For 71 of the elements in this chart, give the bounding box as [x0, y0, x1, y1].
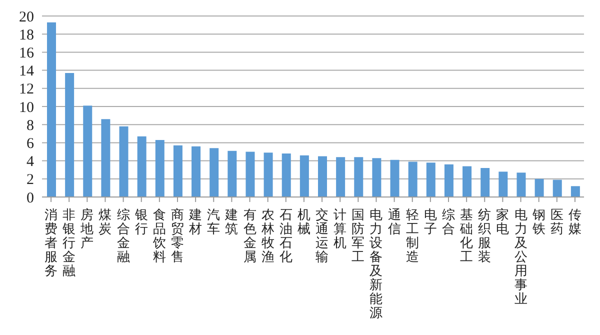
bar: [462, 166, 472, 197]
bar: [534, 178, 544, 197]
x-tick-label: 交通运输: [316, 207, 329, 265]
x-tick-label: 医药: [550, 208, 564, 237]
bar: [390, 160, 400, 197]
x-tick-label: 计算机: [334, 208, 347, 251]
x-tick-label: 基础化工: [459, 208, 474, 265]
x-tick-label: 非银行金融: [62, 208, 76, 279]
bar: [192, 146, 201, 197]
x-tick-label: 电力及公用事业: [514, 208, 528, 307]
bar: [408, 162, 418, 197]
x-tick-label: 建筑: [224, 208, 238, 237]
y-tick-label: 8: [26, 118, 34, 134]
y-tick-label: 20: [19, 9, 34, 26]
x-tick-label: 钢铁: [531, 208, 546, 237]
x-tick-label: 机械: [297, 208, 310, 237]
bar: [155, 140, 164, 197]
bar: [300, 155, 309, 197]
x-tick-label: 通信: [388, 208, 401, 237]
x-tick-label: 农林牧渔: [260, 208, 274, 265]
bar: [246, 152, 255, 197]
y-tick-label: 6: [26, 136, 34, 152]
y-tick-label: 18: [19, 27, 34, 44]
y-tick-label: 0: [26, 190, 34, 206]
x-tick-label: 建材: [188, 208, 202, 237]
x-tick-label: 食品饮料: [152, 208, 166, 265]
bar: [570, 186, 580, 197]
x-tick-label: 煤炭: [98, 208, 112, 237]
y-tick-label: 4: [26, 154, 34, 170]
y-tick-label: 14: [19, 64, 34, 80]
bar: [354, 157, 364, 197]
x-tick-label: 商贸零售: [171, 208, 184, 265]
y-tick-label: 12: [19, 82, 34, 98]
bar: [480, 168, 490, 197]
x-tick-label: 综合金融: [116, 208, 130, 265]
y-tick-label: 16: [19, 46, 34, 62]
bar: [426, 162, 436, 197]
bar: [498, 172, 508, 197]
bar: [210, 148, 219, 197]
bar: [119, 126, 128, 197]
bar: [372, 158, 382, 197]
x-tick-label: 电力设备及新能源: [370, 208, 383, 321]
x-tick-label: 汽车: [207, 208, 220, 237]
bar: [101, 119, 110, 197]
x-tick-label: 综合: [442, 208, 455, 237]
x-tick-label: 家电: [496, 207, 510, 237]
bar: [137, 136, 146, 197]
bar: [228, 150, 237, 197]
bar: [264, 152, 273, 197]
bar: [173, 145, 182, 197]
x-tick-label: 消费者服务: [44, 208, 58, 279]
y-tick-label: 2: [26, 172, 34, 188]
bar: [83, 106, 92, 197]
bar: [444, 164, 454, 197]
x-tick-label: 国防军工: [352, 208, 365, 265]
x-tick-label: 银行: [134, 208, 148, 237]
x-tick-label: 房地产: [80, 207, 94, 251]
x-tick-label: 石油石化: [279, 208, 292, 265]
x-tick-label: 电子: [424, 208, 437, 237]
x-tick-label: 有色金属: [243, 208, 256, 265]
bar: [65, 73, 74, 197]
bar: [336, 157, 346, 197]
bar: [47, 22, 56, 197]
x-tick-label: 纺织服装: [478, 208, 492, 265]
bar: [282, 154, 291, 197]
x-tick-label: 传媒: [568, 208, 582, 237]
bar: [552, 180, 562, 197]
bar: [318, 156, 327, 197]
y-tick-label: 10: [19, 100, 34, 116]
bar: [516, 172, 526, 197]
x-tick-label: 轻工制造: [406, 208, 419, 265]
